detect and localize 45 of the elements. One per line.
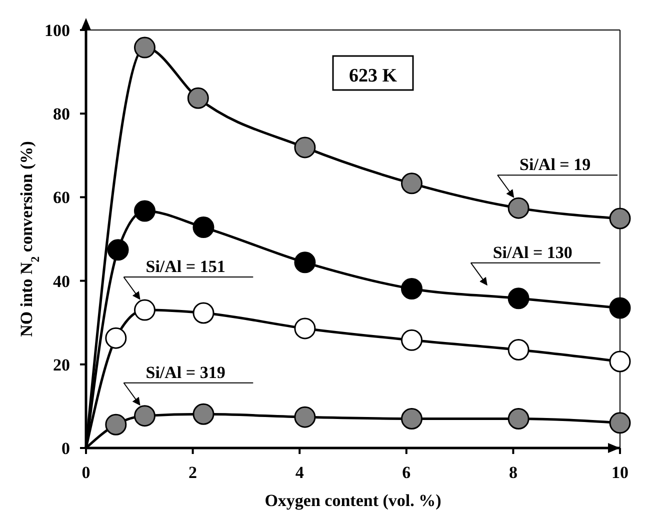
point — [508, 288, 530, 310]
y-tick-label: 20 — [53, 355, 70, 374]
point — [508, 339, 530, 361]
point — [134, 299, 156, 321]
point — [508, 197, 530, 219]
point — [107, 239, 129, 261]
point — [609, 412, 631, 434]
point — [400, 408, 422, 430]
point — [294, 252, 316, 274]
x-axis-title: Oxygen content (vol. %) — [264, 491, 442, 510]
point — [609, 208, 631, 230]
x-tick-label: 10 — [612, 463, 628, 482]
point — [192, 403, 214, 425]
x-tick-label: 4 — [295, 463, 304, 482]
point — [508, 408, 530, 430]
point — [400, 172, 422, 194]
annotation: Si/Al = 19 — [520, 155, 591, 174]
annotation: Si/Al = 151 — [146, 257, 226, 276]
point — [134, 405, 156, 427]
point — [294, 136, 316, 158]
y-tick-label: 40 — [53, 272, 70, 291]
point — [134, 36, 156, 58]
point — [192, 302, 214, 324]
point — [294, 406, 316, 428]
point — [134, 200, 156, 222]
x-tick-label: 6 — [402, 463, 411, 482]
y-tick-label: 100 — [44, 20, 70, 40]
point — [105, 327, 127, 349]
point — [400, 329, 422, 351]
annotation: 623 K — [348, 66, 398, 87]
y-tick-label: 60 — [53, 188, 70, 208]
point — [609, 297, 631, 319]
annotation: Si/Al = 130 — [492, 242, 572, 262]
annotation: Si/Al = 319 — [146, 362, 226, 382]
point — [400, 278, 422, 300]
y-tick-label: 80 — [53, 104, 70, 124]
point — [294, 318, 316, 340]
point — [187, 87, 209, 109]
x-tick-label: 0 — [82, 463, 90, 482]
y-tick-label: 0 — [62, 438, 70, 458]
x-tick-label: 8 — [508, 463, 518, 482]
point — [105, 414, 127, 436]
point — [192, 216, 214, 238]
x-tick-label: 2 — [188, 463, 198, 482]
point — [609, 350, 631, 372]
